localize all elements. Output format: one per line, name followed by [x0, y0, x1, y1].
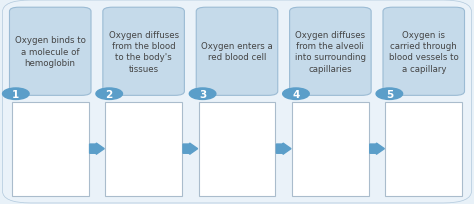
Circle shape — [189, 89, 216, 100]
Text: 4: 4 — [292, 89, 300, 99]
FancyArrow shape — [183, 143, 198, 155]
Circle shape — [283, 89, 309, 100]
Text: 3: 3 — [199, 89, 206, 99]
FancyBboxPatch shape — [12, 102, 89, 196]
FancyBboxPatch shape — [292, 102, 369, 196]
Text: 1: 1 — [12, 89, 19, 99]
FancyBboxPatch shape — [196, 8, 278, 96]
FancyBboxPatch shape — [290, 8, 371, 96]
FancyArrow shape — [276, 143, 291, 155]
FancyBboxPatch shape — [9, 8, 91, 96]
Text: 2: 2 — [106, 89, 113, 99]
FancyArrow shape — [90, 143, 104, 155]
FancyBboxPatch shape — [105, 102, 182, 196]
FancyBboxPatch shape — [103, 8, 184, 96]
Circle shape — [96, 89, 122, 100]
Text: Oxygen diffuses
from the alveoli
into surrounding
capillaries: Oxygen diffuses from the alveoli into su… — [295, 30, 366, 74]
FancyBboxPatch shape — [199, 102, 275, 196]
Text: Oxygen binds to
a molecule of
hemoglobin: Oxygen binds to a molecule of hemoglobin — [15, 36, 86, 68]
Text: Oxygen is
carried through
blood vessels to
a capillary: Oxygen is carried through blood vessels … — [389, 30, 459, 74]
FancyBboxPatch shape — [385, 102, 462, 196]
FancyBboxPatch shape — [383, 8, 465, 96]
Text: Oxygen enters a
red blood cell: Oxygen enters a red blood cell — [201, 42, 273, 62]
Text: Oxygen diffuses
from the blood
to the body's
tissues: Oxygen diffuses from the blood to the bo… — [109, 30, 179, 74]
Text: 5: 5 — [386, 89, 393, 99]
Circle shape — [2, 89, 29, 100]
Circle shape — [376, 89, 402, 100]
FancyArrow shape — [370, 143, 384, 155]
